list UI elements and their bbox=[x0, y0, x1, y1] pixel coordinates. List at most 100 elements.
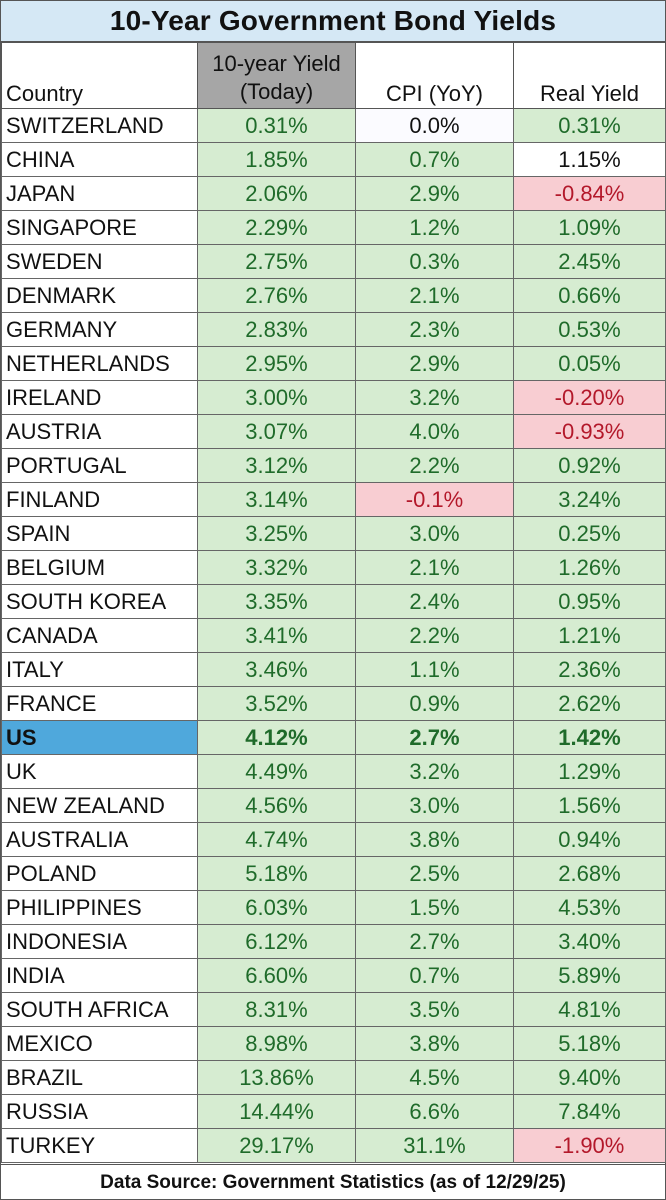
yield-cell: 3.41% bbox=[197, 618, 356, 653]
real-yield-cell: 1.29% bbox=[513, 754, 666, 789]
table-row: SWEDEN 2.75% 0.3% 2.45% bbox=[1, 244, 666, 279]
country-cell: DENMARK bbox=[1, 278, 198, 313]
real-yield-cell: 7.84% bbox=[513, 1094, 666, 1129]
country-cell: SWITZERLAND bbox=[1, 108, 198, 143]
real-yield-cell: 1.09% bbox=[513, 210, 666, 245]
yield-cell: 3.00% bbox=[197, 380, 356, 415]
cpi-cell: 2.1% bbox=[355, 278, 514, 313]
yield-cell: 2.95% bbox=[197, 346, 356, 381]
yield-cell: 2.75% bbox=[197, 244, 356, 279]
real-yield-cell: 0.94% bbox=[513, 822, 666, 857]
column-header-yield-line2: (Today) bbox=[239, 79, 314, 104]
yield-cell: 3.14% bbox=[197, 482, 356, 517]
real-yield-cell: 1.42% bbox=[513, 720, 666, 755]
yield-cell: 8.98% bbox=[197, 1026, 356, 1061]
country-cell: INDIA bbox=[1, 958, 198, 993]
cpi-cell: 4.0% bbox=[355, 414, 514, 449]
yield-cell: 6.03% bbox=[197, 890, 356, 925]
yield-cell: 4.49% bbox=[197, 754, 356, 789]
yield-cell: 5.18% bbox=[197, 856, 356, 891]
yield-cell: 1.85% bbox=[197, 142, 356, 177]
country-cell: PHILIPPINES bbox=[1, 890, 198, 925]
real-yield-cell: 0.25% bbox=[513, 516, 666, 551]
yield-cell: 0.31% bbox=[197, 108, 356, 143]
yield-cell: 2.29% bbox=[197, 210, 356, 245]
cpi-cell: 3.8% bbox=[355, 1026, 514, 1061]
country-cell: INDONESIA bbox=[1, 924, 198, 959]
table-row: SPAIN 3.25% 3.0% 0.25% bbox=[1, 516, 666, 551]
table-row: NETHERLANDS 2.95% 2.9% 0.05% bbox=[1, 346, 666, 381]
real-yield-cell: 1.15% bbox=[513, 142, 666, 177]
real-yield-cell: 1.21% bbox=[513, 618, 666, 653]
table-row: FRANCE 3.52% 0.9% 2.62% bbox=[1, 686, 666, 721]
cpi-cell: 0.9% bbox=[355, 686, 514, 721]
real-yield-cell: 2.45% bbox=[513, 244, 666, 279]
yield-cell: 6.12% bbox=[197, 924, 356, 959]
country-cell: BRAZIL bbox=[1, 1060, 198, 1095]
real-yield-cell: 3.40% bbox=[513, 924, 666, 959]
table-row: SINGAPORE 2.29% 1.2% 1.09% bbox=[1, 210, 666, 245]
table-row: US 4.12% 2.7% 1.42% bbox=[1, 720, 666, 755]
cpi-cell: 6.6% bbox=[355, 1094, 514, 1129]
cpi-cell: 0.0% bbox=[355, 108, 514, 143]
cpi-cell: 2.1% bbox=[355, 550, 514, 585]
real-yield-cell: 5.89% bbox=[513, 958, 666, 993]
country-cell: AUSTRALIA bbox=[1, 822, 198, 857]
table-row: INDONESIA 6.12% 2.7% 3.40% bbox=[1, 924, 666, 959]
table-row: BRAZIL 13.86% 4.5% 9.40% bbox=[1, 1060, 666, 1095]
real-yield-cell: -0.84% bbox=[513, 176, 666, 211]
real-yield-cell: 2.68% bbox=[513, 856, 666, 891]
country-cell: JAPAN bbox=[1, 176, 198, 211]
table-row: NEW ZEALAND 4.56% 3.0% 1.56% bbox=[1, 788, 666, 823]
column-header-yield-line1: 10-year Yield bbox=[212, 51, 341, 76]
country-cell: US bbox=[1, 720, 198, 755]
country-cell: SINGAPORE bbox=[1, 210, 198, 245]
cpi-cell: 0.3% bbox=[355, 244, 514, 279]
cpi-cell: 3.0% bbox=[355, 788, 514, 823]
country-cell: AUSTRIA bbox=[1, 414, 198, 449]
cpi-cell: 3.0% bbox=[355, 516, 514, 551]
table-row: POLAND 5.18% 2.5% 2.68% bbox=[1, 856, 666, 891]
cpi-cell: 2.3% bbox=[355, 312, 514, 347]
yield-cell: 4.74% bbox=[197, 822, 356, 857]
chart-title: 10-Year Government Bond Yields bbox=[1, 1, 665, 42]
real-yield-cell: 1.56% bbox=[513, 788, 666, 823]
real-yield-cell: 1.26% bbox=[513, 550, 666, 585]
yield-cell: 3.07% bbox=[197, 414, 356, 449]
country-cell: POLAND bbox=[1, 856, 198, 891]
cpi-cell: 0.7% bbox=[355, 958, 514, 993]
real-yield-cell: 2.62% bbox=[513, 686, 666, 721]
table-row: GERMANY 2.83% 2.3% 0.53% bbox=[1, 312, 666, 347]
real-yield-cell: 2.36% bbox=[513, 652, 666, 687]
yield-cell: 14.44% bbox=[197, 1094, 356, 1129]
real-yield-cell: -0.20% bbox=[513, 380, 666, 415]
country-cell: CHINA bbox=[1, 142, 198, 177]
real-yield-cell: 4.53% bbox=[513, 890, 666, 925]
table-row: CANADA 3.41% 2.2% 1.21% bbox=[1, 618, 666, 653]
table-row: IRELAND 3.00% 3.2% -0.20% bbox=[1, 380, 666, 415]
yield-cell: 8.31% bbox=[197, 992, 356, 1027]
real-yield-cell: 0.92% bbox=[513, 448, 666, 483]
real-yield-cell: 9.40% bbox=[513, 1060, 666, 1095]
country-cell: NETHERLANDS bbox=[1, 346, 198, 381]
real-yield-cell: 5.18% bbox=[513, 1026, 666, 1061]
table-row: INDIA 6.60% 0.7% 5.89% bbox=[1, 958, 666, 993]
country-cell: SOUTH AFRICA bbox=[1, 992, 198, 1027]
country-cell: GERMANY bbox=[1, 312, 198, 347]
country-cell: SWEDEN bbox=[1, 244, 198, 279]
table-row: SOUTH KOREA 3.35% 2.4% 0.95% bbox=[1, 584, 666, 619]
table-row: FINLAND 3.14% -0.1% 3.24% bbox=[1, 482, 666, 517]
cpi-cell: 0.7% bbox=[355, 142, 514, 177]
yield-cell: 29.17% bbox=[197, 1128, 356, 1163]
yield-cell: 3.32% bbox=[197, 550, 356, 585]
table-row: JAPAN 2.06% 2.9% -0.84% bbox=[1, 176, 666, 211]
cpi-cell: 31.1% bbox=[355, 1128, 514, 1163]
yield-cell: 3.25% bbox=[197, 516, 356, 551]
column-header-country: Country bbox=[1, 42, 198, 109]
cpi-cell: 2.7% bbox=[355, 720, 514, 755]
yield-cell: 3.35% bbox=[197, 584, 356, 619]
real-yield-cell: 0.05% bbox=[513, 346, 666, 381]
cpi-cell: 1.1% bbox=[355, 652, 514, 687]
table-row: BELGIUM 3.32% 2.1% 1.26% bbox=[1, 550, 666, 585]
